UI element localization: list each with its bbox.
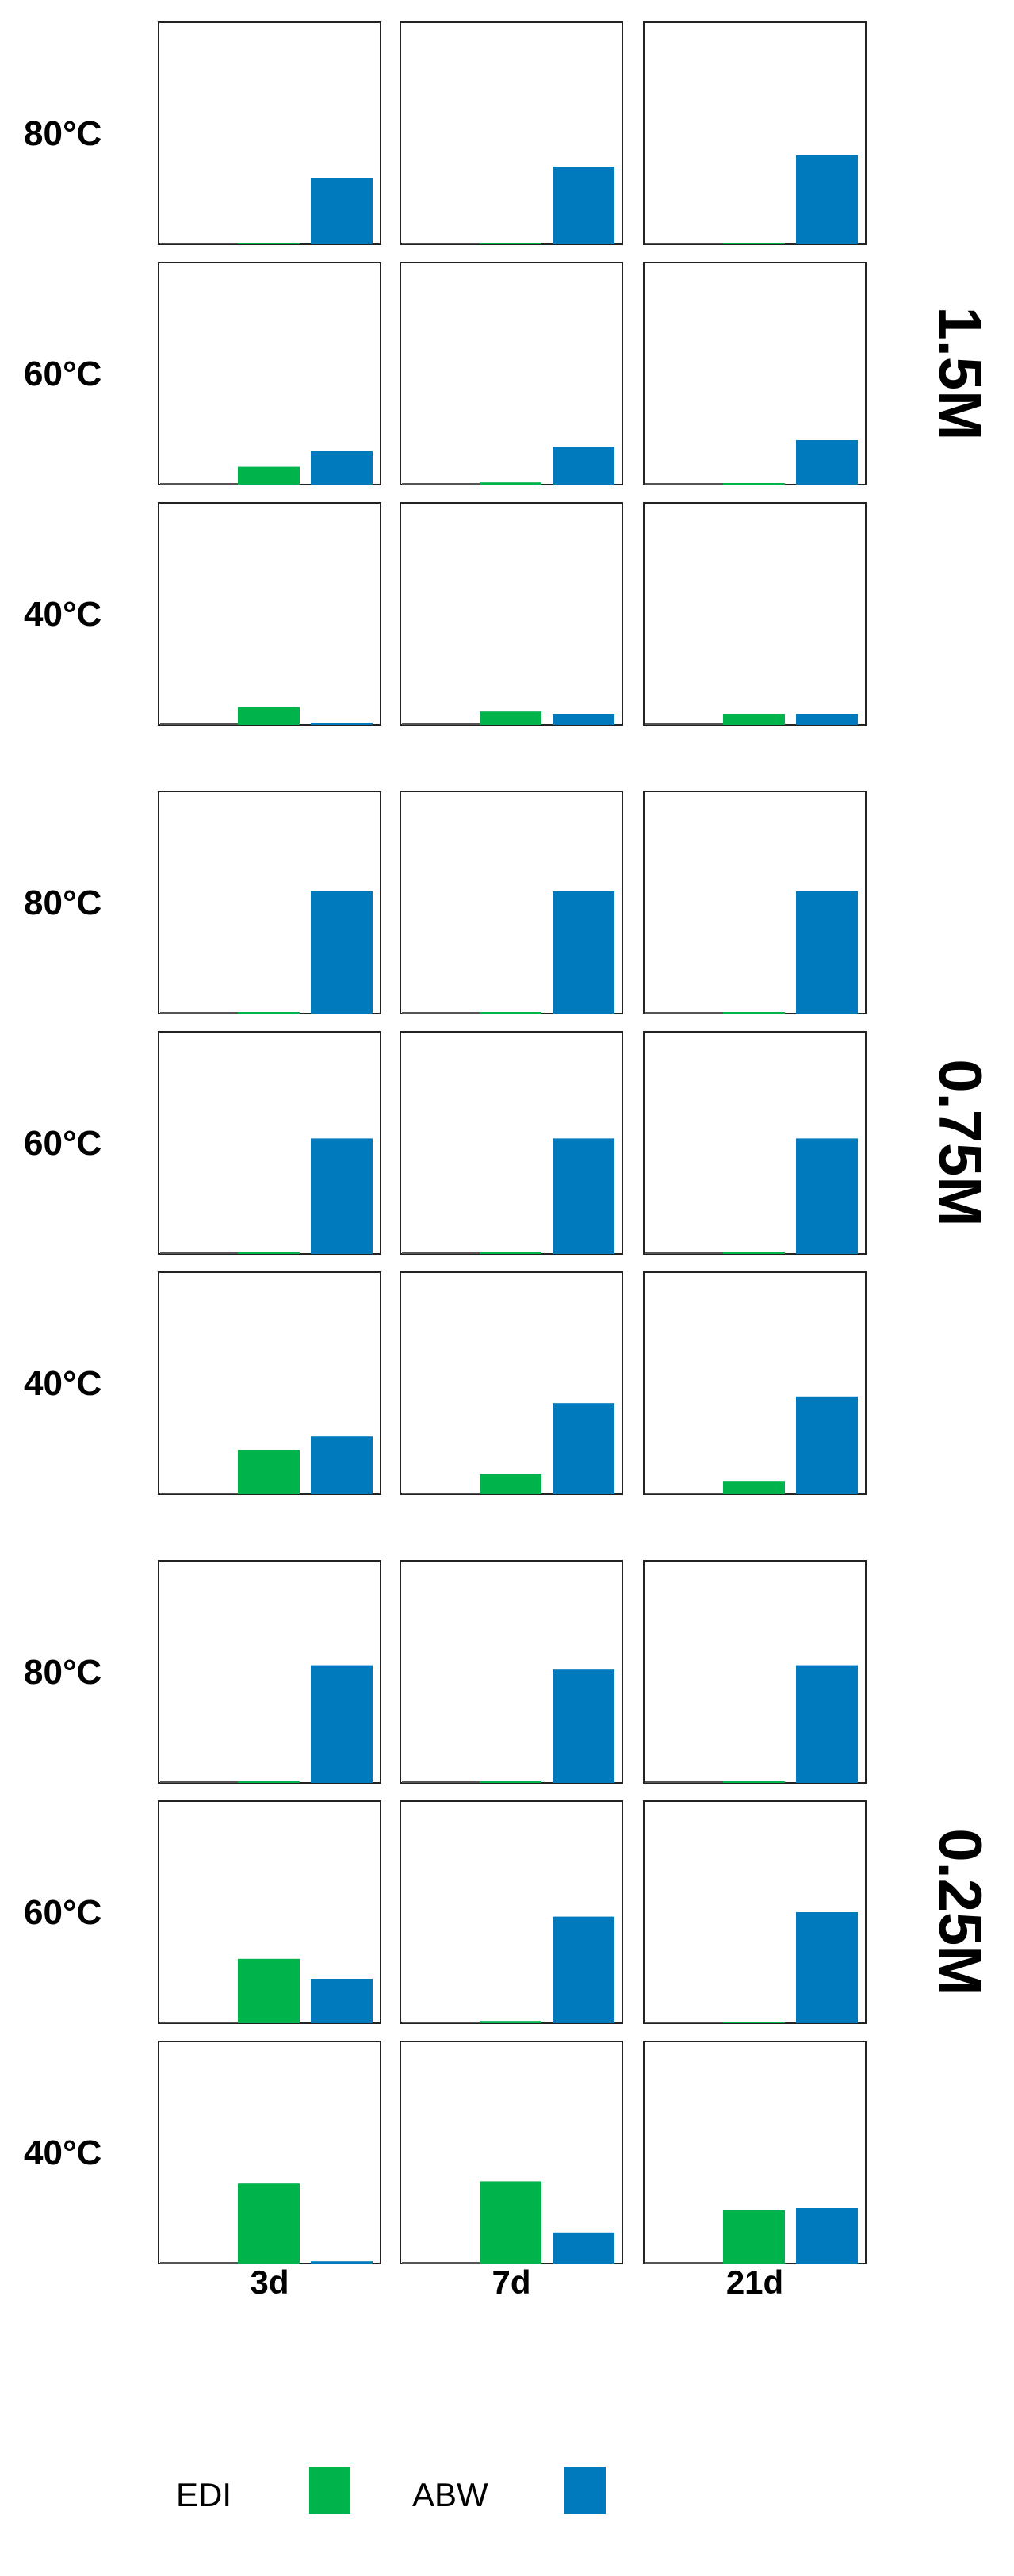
bar-abw [796, 1396, 858, 1494]
bar-abw [796, 1912, 858, 2023]
bar-edi [723, 2022, 785, 2023]
legend-swatch [309, 2467, 350, 2514]
bar-edi [480, 2021, 541, 2023]
bar-abw [311, 1138, 373, 1254]
bar-edi [723, 1252, 785, 1254]
bar-abw [311, 1436, 373, 1494]
bar-abw [311, 1979, 373, 2023]
x-category-label: 7d [492, 2264, 530, 2301]
bar-abw [311, 2261, 373, 2264]
bar-edi [238, 707, 300, 725]
bar-abw [796, 1665, 858, 1783]
bar-edi [238, 1252, 300, 1254]
bar-edi [723, 243, 785, 244]
bar-abw [553, 2232, 614, 2264]
panel-frame [158, 262, 381, 485]
bar-edi [480, 1012, 541, 1014]
row-label-temperature: 40°C [24, 1364, 101, 1403]
row-label-temperature: 80°C [24, 114, 101, 153]
bar-abw [553, 1916, 614, 2023]
bar-abw [311, 723, 373, 725]
legend-label: EDI [176, 2476, 231, 2513]
bar-abw [553, 1403, 614, 1494]
bar-abw [311, 891, 373, 1014]
bar-edi [238, 243, 300, 244]
bar-edi [480, 1474, 541, 1494]
bar-edi [238, 1012, 300, 1014]
bar-abw [553, 167, 614, 244]
panel-frame [400, 502, 623, 726]
bar-abw [311, 451, 373, 485]
group-label-concentration: 1.5M [926, 307, 993, 441]
row-label-temperature: 40°C [24, 2133, 101, 2172]
bar-edi [723, 1481, 785, 1494]
bar-edi [480, 243, 541, 244]
bar-abw [311, 178, 373, 244]
bar-abw [796, 440, 858, 485]
row-label-temperature: 60°C [24, 1124, 101, 1163]
bar-edi [480, 1252, 541, 1254]
bar-abw [553, 714, 614, 725]
bar-edi [480, 482, 541, 485]
bar-edi [723, 1012, 785, 1014]
row-label-temperature: 60°C [24, 355, 101, 393]
bar-abw [553, 1138, 614, 1254]
group-label-concentration: 0.75M [926, 1059, 993, 1226]
row-label-temperature: 80°C [24, 884, 101, 922]
bar-edi [723, 483, 785, 485]
bar-abw [311, 1665, 373, 1783]
bar-edi [723, 714, 785, 725]
x-category-label: 21d [726, 2264, 783, 2301]
panel-frame [158, 502, 381, 726]
bar-abw [553, 891, 614, 1014]
bar-edi [238, 1450, 300, 1494]
legend-swatch [564, 2467, 606, 2514]
bar-edi [238, 1958, 300, 2023]
bar-edi [238, 1781, 300, 1783]
bar-abw [796, 155, 858, 244]
bar-abw [796, 1138, 858, 1254]
bar-abw [796, 714, 858, 725]
row-label-temperature: 40°C [24, 595, 101, 634]
panel-frame [643, 502, 867, 726]
bar-abw [796, 2208, 858, 2264]
bar-edi [723, 1781, 785, 1783]
bar-abw [553, 1669, 614, 1783]
panel-frame [400, 2041, 623, 2264]
bar-abw [796, 891, 858, 1014]
x-category-label: 3d [250, 2264, 289, 2301]
bar-edi [238, 2183, 300, 2264]
bar-edi [723, 2210, 785, 2264]
bar-edi [480, 1781, 541, 1783]
legend-label: ABW [412, 2476, 488, 2513]
row-label-temperature: 60°C [24, 1893, 101, 1932]
bar-abw [553, 447, 614, 485]
bar-edi [480, 711, 541, 725]
group-label-concentration: 0.25M [926, 1828, 993, 1995]
row-label-temperature: 80°C [24, 1653, 101, 1692]
bar-edi [480, 2181, 541, 2264]
bar-edi [238, 466, 300, 485]
